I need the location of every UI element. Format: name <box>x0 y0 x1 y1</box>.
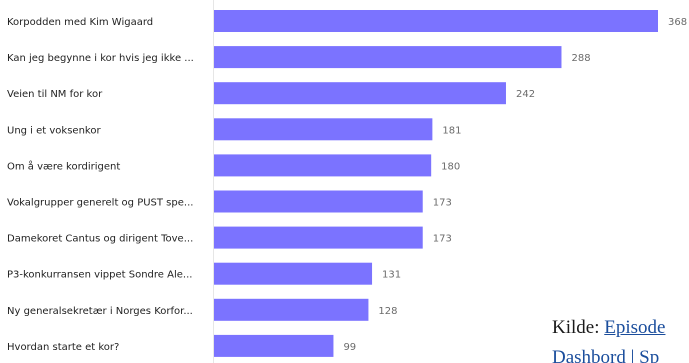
category-label: P3-konkurransen vippet Sondre Ale... <box>7 270 192 281</box>
value-label: 99 <box>343 342 356 353</box>
bar[interactable] <box>214 82 506 105</box>
category-label: Vokalgrupper generelt og PUST spe... <box>7 198 193 209</box>
category-label: Om å være kordirigent <box>7 159 120 172</box>
bar[interactable] <box>214 10 658 32</box>
bar[interactable] <box>214 298 369 321</box>
category-label: Hvordan starte et kor? <box>7 342 119 353</box>
bar[interactable] <box>214 190 423 213</box>
bar[interactable] <box>214 154 432 177</box>
episode-link[interactable]: Episode <box>604 317 666 338</box>
source-prefix: Kilde: <box>552 317 605 338</box>
value-label: 128 <box>378 306 397 317</box>
value-label: 368 <box>668 17 687 28</box>
category-label: Korpodden med Kim Wigaard <box>7 17 153 28</box>
bar[interactable] <box>214 226 423 249</box>
dashboard-link[interactable]: Dashbord | Sp <box>552 347 660 363</box>
value-label: 173 <box>433 198 452 209</box>
value-label: 181 <box>442 125 461 136</box>
value-label: 288 <box>571 53 590 64</box>
bar[interactable] <box>214 118 433 141</box>
value-label: 131 <box>382 270 401 281</box>
value-label: 173 <box>433 234 452 245</box>
bars-group: Korpodden med Kim Wigaard 368 Kan jeg begy… <box>7 10 687 357</box>
category-label: Damekoret Cantus og dirigent Tove... <box>7 234 193 245</box>
category-label: Veien til NM for kor <box>7 89 103 100</box>
category-label: Kan jeg begynne i kor hvis jeg ikke ... <box>7 53 194 64</box>
bar[interactable] <box>214 262 373 285</box>
source-note: Kilde: Episode Dashbord | Sp <box>552 313 689 363</box>
bar[interactable] <box>214 46 562 69</box>
category-label: Ung i et voksenkor <box>7 125 101 136</box>
value-label: 242 <box>516 89 535 100</box>
bar[interactable] <box>214 334 334 357</box>
category-label: Ny generalsekretær i Norges Korfor... <box>7 306 193 317</box>
value-label: 180 <box>441 161 460 172</box>
